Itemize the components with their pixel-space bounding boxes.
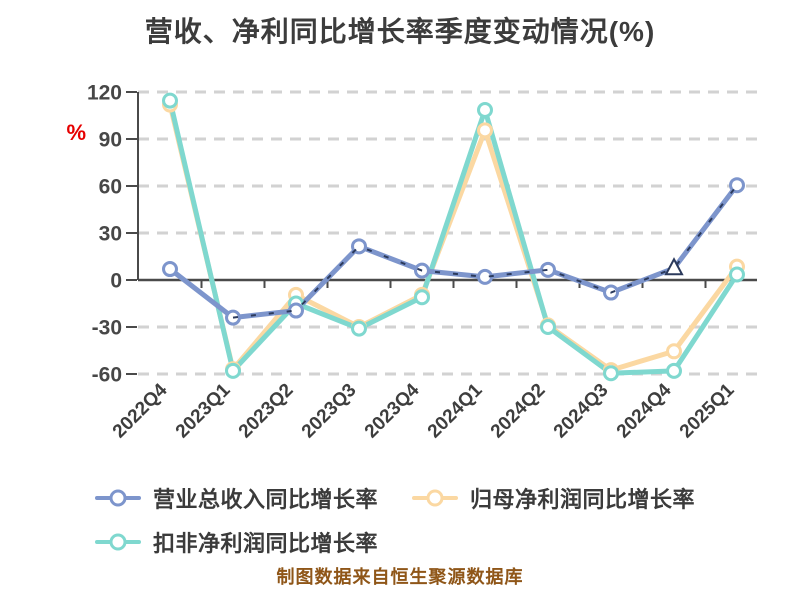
legend-circle-icon bbox=[109, 533, 127, 551]
chart-title: 营收、净利同比增长率季度变动情况(%) bbox=[144, 16, 656, 47]
legend-item-revenue[interactable]: 营业总收入同比增长率 bbox=[95, 482, 378, 514]
y-axis-unit-label: % bbox=[66, 120, 86, 145]
non-gaap-net-profit-marker bbox=[729, 266, 745, 283]
net-profit-marker bbox=[666, 343, 682, 360]
net-profit-marker bbox=[477, 122, 493, 139]
x-category-label: 2024Q1 bbox=[424, 379, 487, 442]
non-gaap-net-profit-marker bbox=[414, 289, 430, 306]
revenue-marker bbox=[162, 261, 178, 278]
legend: 营业总收入同比增长率 归母净利润同比增长率 扣非净利润同比增长率 bbox=[95, 476, 729, 564]
y-tick-label: 0 bbox=[110, 270, 122, 293]
x-category-label: 2023Q3 bbox=[298, 380, 361, 443]
y-tick-label: 90 bbox=[99, 129, 122, 152]
x-category-label: 2024Q2 bbox=[487, 380, 550, 443]
y-tick-label: -30 bbox=[92, 317, 122, 340]
x-category-label: 2025Q1 bbox=[676, 379, 739, 442]
non-gaap-legend-marker-icon bbox=[95, 533, 141, 551]
non-gaap-net-profit-marker bbox=[162, 92, 178, 109]
legend-label-non-gaap: 扣非净利润同比增长率 bbox=[153, 531, 379, 556]
overlay-dashed-line bbox=[232, 184, 738, 319]
y-tick-label: 30 bbox=[99, 223, 122, 246]
legend-row-1: 营业总收入同比增长率 归母净利润同比增长率 bbox=[95, 476, 729, 520]
non-gaap-net-profit-marker bbox=[225, 362, 241, 379]
legend-item-non-gaap[interactable]: 扣非净利润同比增长率 bbox=[95, 526, 378, 558]
net-profit-legend-marker-icon bbox=[412, 489, 459, 507]
legend-item-net-profit[interactable]: 归母净利润同比增长率 bbox=[412, 482, 695, 514]
non-gaap-net-profit-marker bbox=[351, 320, 367, 337]
footer-data-source-note: 制图数据来自恒生聚源数据库 bbox=[276, 567, 524, 587]
x-category-label: 2023Q2 bbox=[235, 380, 298, 443]
legend-row-2: 扣非净利润同比增长率 bbox=[95, 520, 729, 564]
revenue-marker bbox=[729, 177, 745, 194]
x-category-label: 2022Q4 bbox=[109, 379, 172, 442]
revenue-legend-marker-icon bbox=[95, 489, 141, 507]
revenue-marker bbox=[540, 261, 556, 278]
legend-label-revenue: 营业总收入同比增长率 bbox=[153, 487, 379, 512]
legend-label-net-profit: 归母净利润同比增长率 bbox=[470, 487, 696, 512]
non-gaap-net-profit-marker bbox=[540, 319, 556, 335]
y-tick-label: -60 bbox=[92, 364, 122, 387]
non-gaap-net-profit-marker bbox=[666, 362, 682, 379]
non-gaap-net-profit-marker bbox=[603, 365, 619, 382]
non-gaap-net-profit-marker bbox=[477, 102, 493, 119]
overlay-triangle-marker-icon bbox=[664, 257, 684, 276]
legend-circle-icon bbox=[109, 489, 127, 507]
y-tick-label: 120 bbox=[87, 82, 122, 105]
x-category-label: 2024Q4 bbox=[613, 379, 676, 442]
x-category-label: 2023Q1 bbox=[172, 379, 235, 442]
legend-circle-icon bbox=[426, 489, 444, 507]
y-tick-label: 60 bbox=[99, 176, 122, 199]
non-gaap-net-profit-line bbox=[167, 98, 740, 376]
net-profit-line bbox=[167, 102, 740, 373]
x-category-label: 2023Q4 bbox=[361, 379, 424, 442]
x-category-label: 2024Q3 bbox=[550, 380, 613, 443]
